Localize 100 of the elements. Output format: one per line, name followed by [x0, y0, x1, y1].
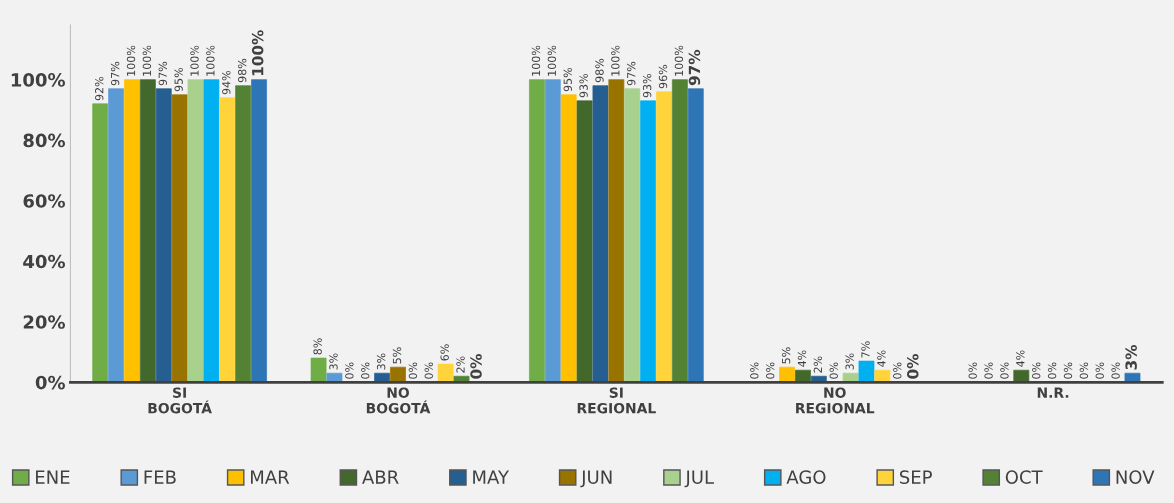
- bar: [874, 369, 891, 383]
- bar: [1013, 369, 1030, 383]
- data-label: 0%: [829, 362, 838, 379]
- legend-label: OCT: [1005, 470, 1043, 484]
- data-label: 100%: [142, 45, 152, 76]
- data-label: 8%: [313, 338, 322, 355]
- x-tick-label: N.R.: [1037, 387, 1069, 398]
- data-label: 0%: [766, 362, 775, 379]
- data-label: 0%: [907, 354, 919, 379]
- data-label: 98%: [595, 58, 604, 83]
- data-label: 94%: [222, 70, 231, 95]
- x-tick-label: SI BOGOTÁ: [148, 387, 212, 414]
- data-label: 3%: [376, 353, 386, 370]
- data-label: 3%: [845, 353, 854, 370]
- legend-label: ENE: [36, 470, 70, 484]
- data-label: 100%: [206, 45, 215, 76]
- data-label: 0%: [1063, 362, 1073, 379]
- bar: [544, 79, 561, 383]
- data-label: 0%: [345, 362, 354, 379]
- data-label: 93%: [642, 73, 652, 98]
- data-label: 96%: [658, 64, 668, 89]
- data-label: 0%: [470, 354, 482, 379]
- bar: [219, 97, 236, 383]
- legend-label: SEP: [899, 470, 932, 484]
- data-label: 0%: [424, 362, 433, 379]
- data-label: 0%: [1047, 362, 1057, 379]
- data-label: 0%: [1032, 362, 1041, 379]
- bar: [437, 363, 454, 383]
- legend-label: MAR: [251, 470, 290, 484]
- data-label: 3%: [1125, 344, 1137, 370]
- bar: [108, 88, 124, 383]
- y-tick-label: 100%: [11, 73, 65, 87]
- legend-label: ABR: [362, 470, 399, 484]
- data-label: 0%: [1079, 362, 1089, 379]
- data-label: 3%: [329, 353, 338, 370]
- data-label: 0%: [361, 362, 370, 379]
- data-label: 0%: [984, 362, 993, 379]
- bar: [779, 366, 795, 383]
- bar: [92, 103, 109, 383]
- y-tick-label: 20%: [23, 315, 65, 329]
- bar: [624, 88, 641, 383]
- x-tick-label: SI REGIONAL: [577, 387, 656, 414]
- data-label: 100%: [531, 45, 541, 76]
- data-label: 0%: [968, 362, 977, 379]
- x-tick-label: NO REGIONAL: [796, 387, 875, 414]
- bar: [187, 79, 204, 383]
- bar: [124, 79, 140, 383]
- data-label: 95%: [174, 67, 183, 92]
- data-label: 5%: [781, 347, 791, 364]
- data-label: 0%: [1111, 362, 1120, 379]
- bar: [656, 91, 672, 383]
- legend-label: JUN: [580, 470, 612, 488]
- data-label: 100%: [547, 45, 557, 76]
- data-label: 4%: [797, 350, 807, 367]
- data-label: 100%: [251, 30, 264, 76]
- bar: [390, 366, 406, 383]
- data-label: 97%: [688, 49, 701, 86]
- bar: [251, 79, 267, 383]
- legend-label: AGO: [786, 470, 826, 484]
- data-label: 2%: [813, 356, 823, 373]
- bar: [795, 369, 811, 383]
- bar: [608, 79, 625, 383]
- data-label: 7%: [861, 341, 870, 358]
- bar: [203, 79, 220, 383]
- data-label: 93%: [579, 73, 588, 98]
- bar: [155, 88, 172, 383]
- data-label: 98%: [237, 58, 247, 83]
- bar: [858, 360, 875, 383]
- data-label: 0%: [408, 362, 418, 379]
- bar: [529, 79, 545, 383]
- x-tick-label: NO BOGOTÁ: [366, 387, 431, 414]
- bar: [592, 85, 609, 383]
- data-label: 97%: [158, 61, 167, 86]
- bar: [1124, 372, 1141, 383]
- data-label: 95%: [563, 67, 572, 92]
- data-label: 6%: [440, 344, 449, 361]
- data-label: 0%: [1000, 362, 1009, 379]
- bar: [687, 88, 704, 383]
- legend-label: JUL: [684, 470, 714, 488]
- legend-label: NOV: [1116, 470, 1155, 484]
- data-label: 100%: [190, 45, 199, 76]
- y-tick-label: 60%: [23, 194, 65, 208]
- legend-label: FEB: [144, 470, 176, 484]
- bar: [171, 94, 188, 383]
- data-label: 97%: [627, 61, 636, 86]
- y-tick-label: 40%: [23, 254, 65, 269]
- y-tick-label: 0%: [35, 375, 65, 390]
- bar: [326, 372, 343, 383]
- bar: [671, 79, 688, 383]
- bar: [235, 85, 252, 383]
- data-label: 0%: [893, 362, 902, 379]
- bar: [560, 94, 577, 383]
- data-label: 2%: [456, 356, 465, 373]
- data-label: 100%: [126, 45, 136, 76]
- data-label: 4%: [877, 350, 886, 367]
- data-label: 5%: [392, 347, 402, 364]
- data-label: 100%: [674, 45, 684, 76]
- data-label: 97%: [110, 61, 120, 86]
- bar: [640, 100, 657, 383]
- bar: [310, 357, 327, 383]
